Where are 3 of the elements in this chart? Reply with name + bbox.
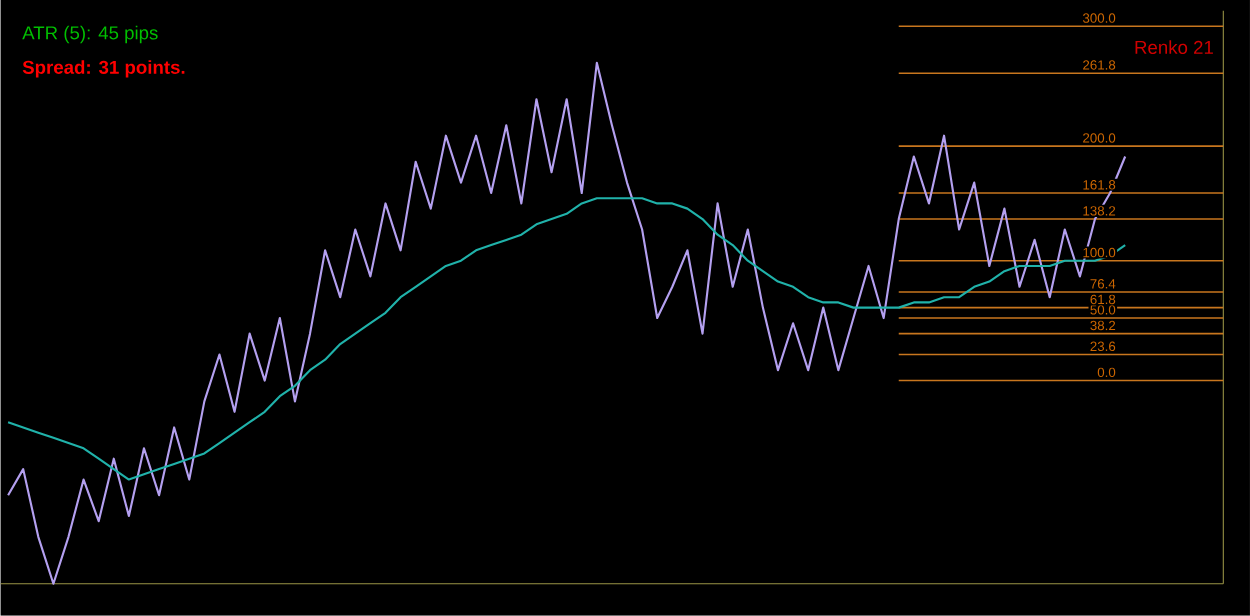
text: ATR (5): 45 pips xyxy=(22,25,158,44)
text: Renko 21 xyxy=(1135,40,1213,55)
annotation: Spread: 31 points. xyxy=(22,60,185,78)
